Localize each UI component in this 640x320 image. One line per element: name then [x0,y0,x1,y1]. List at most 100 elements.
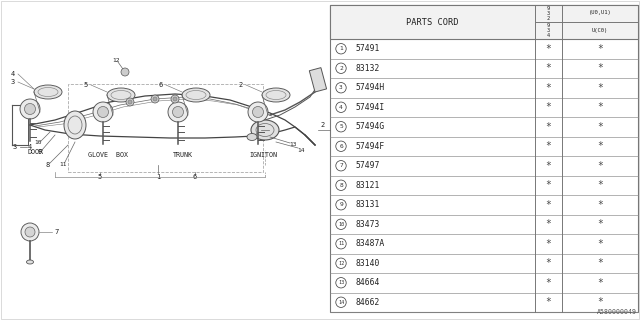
Text: *: * [545,200,552,210]
Text: *: * [545,122,552,132]
Text: 84662: 84662 [355,298,380,307]
Text: 11: 11 [338,241,344,246]
Circle shape [25,227,35,237]
Text: 7: 7 [54,229,58,235]
Text: IGNITON: IGNITON [249,152,277,158]
Circle shape [153,97,157,101]
Text: 3: 3 [339,85,343,90]
Text: 5: 5 [339,124,343,129]
Text: TRUNK: TRUNK [173,152,193,158]
Circle shape [151,95,159,103]
Ellipse shape [251,120,279,140]
Text: *: * [597,239,603,249]
Text: DOOR: DOOR [27,149,43,155]
Text: *: * [597,258,603,268]
Text: 57491: 57491 [355,44,380,53]
Text: 3: 3 [11,79,15,85]
Text: 57497: 57497 [355,161,380,170]
Ellipse shape [107,88,135,102]
Text: 83140: 83140 [355,259,380,268]
Text: U(C0): U(C0) [592,28,608,33]
Text: *: * [545,44,552,54]
Circle shape [253,107,264,117]
Text: 13: 13 [289,141,297,147]
Text: 5: 5 [98,174,102,180]
Text: A580000049: A580000049 [597,309,637,315]
Text: 83121: 83121 [355,181,380,190]
Text: 57494I: 57494I [355,103,384,112]
Text: *: * [545,63,552,73]
Text: 10: 10 [338,222,344,227]
Text: *: * [597,278,603,288]
Text: 84664: 84664 [355,278,380,287]
Circle shape [168,102,188,122]
Text: 83473: 83473 [355,220,380,229]
Circle shape [128,100,132,104]
Text: *: * [545,161,552,171]
Text: *: * [545,219,552,229]
Text: 7: 7 [339,163,343,168]
Text: (U0,U1): (U0,U1) [589,10,611,15]
Text: 1: 1 [156,174,160,180]
Bar [330,5,638,39]
Text: 2: 2 [239,82,243,88]
Text: 4: 4 [28,144,32,150]
Text: 9
3
2: 9 3 2 [547,6,550,20]
Text: *: * [597,200,603,210]
Ellipse shape [182,88,210,102]
Circle shape [126,98,134,106]
Circle shape [173,107,184,117]
Text: *: * [597,63,603,73]
Bar [330,5,638,312]
Text: 6: 6 [159,82,163,88]
Text: 8: 8 [46,162,50,168]
Text: *: * [597,161,603,171]
Text: 57494F: 57494F [355,142,384,151]
Text: 8: 8 [339,183,343,188]
Text: *: * [545,141,552,151]
Ellipse shape [26,260,33,264]
Ellipse shape [64,111,86,139]
Text: *: * [545,180,552,190]
Ellipse shape [262,88,290,102]
Text: *: * [545,83,552,93]
Text: 83132: 83132 [355,64,380,73]
Text: *: * [545,258,552,268]
Text: 6: 6 [339,144,343,149]
Text: *: * [597,122,603,132]
Bar [68,84,263,172]
Text: 4: 4 [339,105,343,110]
Text: 1: 1 [339,46,343,51]
Ellipse shape [34,85,62,99]
Text: *: * [545,278,552,288]
Text: 83131: 83131 [355,200,380,209]
Text: *: * [597,83,603,93]
Text: *: * [597,219,603,229]
Text: 14: 14 [297,148,305,153]
Circle shape [21,223,39,241]
Text: *: * [597,141,603,151]
Text: 57494G: 57494G [355,122,384,131]
Circle shape [248,102,268,122]
Text: 2: 2 [321,122,325,128]
Circle shape [20,99,40,119]
Text: *: * [597,180,603,190]
Text: 83487A: 83487A [355,239,384,248]
Text: *: * [545,239,552,249]
Text: *: * [597,44,603,54]
Text: 12: 12 [112,58,120,62]
Text: 11: 11 [60,162,67,166]
Text: 9: 9 [339,202,343,207]
Text: 5: 5 [84,82,88,88]
Circle shape [24,103,35,115]
Text: 12: 12 [338,261,344,266]
Text: *: * [597,102,603,112]
Text: 3: 3 [13,144,17,150]
Text: *: * [545,102,552,112]
Circle shape [173,97,177,101]
Circle shape [93,102,113,122]
Text: 9: 9 [38,149,42,155]
Text: 9
3
4: 9 3 4 [547,23,550,38]
Ellipse shape [247,133,257,140]
Text: 6: 6 [193,174,197,180]
